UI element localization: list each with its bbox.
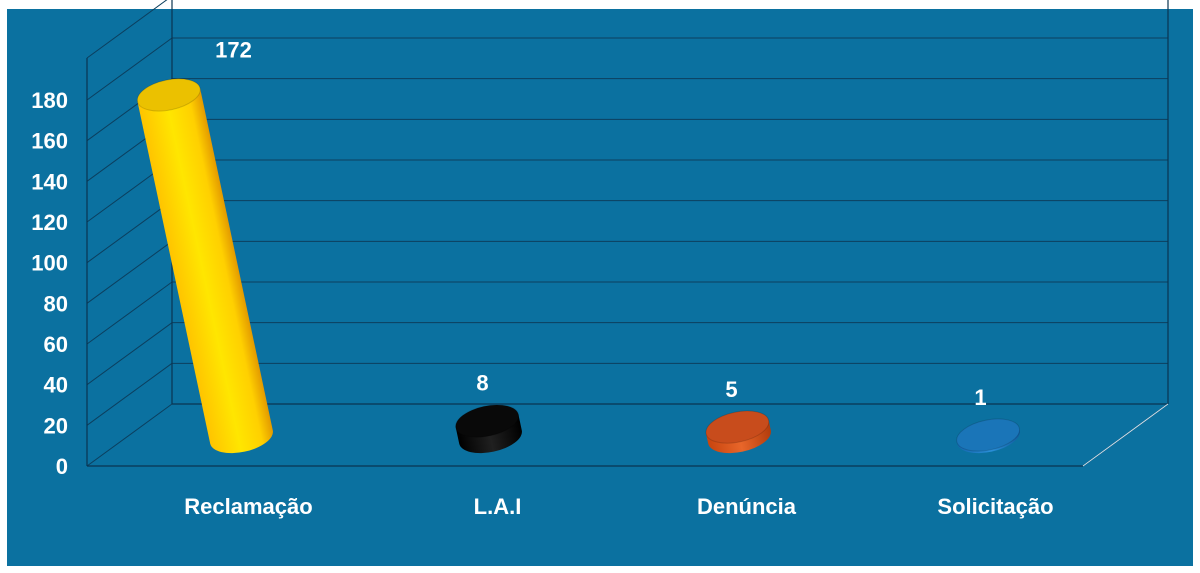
y-tick-label: 0 xyxy=(56,454,68,479)
y-tick-label: 180 xyxy=(31,88,68,113)
gridline-side xyxy=(86,322,173,386)
gridline-side xyxy=(86,0,168,59)
x-tick-label: Reclamação xyxy=(184,494,312,519)
data-label: 172 xyxy=(215,37,252,62)
floor-edge xyxy=(1082,403,1169,467)
data-label: 1 xyxy=(974,385,986,410)
bar-3 xyxy=(956,418,1021,454)
x-axis-tick-labels: Reclamação L.A.I Denúncia Solicitação xyxy=(184,494,1053,519)
gridlines xyxy=(86,0,1168,467)
data-labels: 172 8 5 1 xyxy=(215,37,986,410)
gridline-side xyxy=(86,37,173,101)
bar-0 xyxy=(136,78,273,454)
x-tick-label: Denúncia xyxy=(697,494,797,519)
bar-top xyxy=(455,404,520,438)
bar-body xyxy=(137,88,273,454)
bar-1 xyxy=(455,404,522,454)
gridline-side xyxy=(86,403,173,467)
y-tick-label: 120 xyxy=(31,210,68,235)
y-tick-label: 100 xyxy=(31,251,68,276)
y-axis-tick-labels: 0 20 40 60 80 100 120 140 160 180 xyxy=(31,88,68,479)
gridline-side xyxy=(86,362,173,426)
y-tick-label: 40 xyxy=(44,373,68,398)
y-tick-label: 80 xyxy=(44,291,68,316)
y-tick-label: 140 xyxy=(31,169,68,194)
bar-top xyxy=(705,410,770,444)
bars xyxy=(136,78,1021,454)
y-tick-label: 160 xyxy=(31,129,68,154)
data-label: 5 xyxy=(725,377,737,402)
gridline-side xyxy=(86,240,173,304)
data-label: 8 xyxy=(476,371,488,396)
bar-top xyxy=(136,78,201,112)
y-tick-label: 20 xyxy=(44,413,68,438)
gridline-side xyxy=(86,200,173,264)
gridline-side xyxy=(86,281,173,345)
y-tick-label: 60 xyxy=(44,332,68,357)
bar-top xyxy=(956,418,1021,452)
bar-2 xyxy=(705,410,771,454)
x-tick-label: Solicitação xyxy=(937,494,1053,519)
x-tick-label: L.A.I xyxy=(474,494,522,519)
